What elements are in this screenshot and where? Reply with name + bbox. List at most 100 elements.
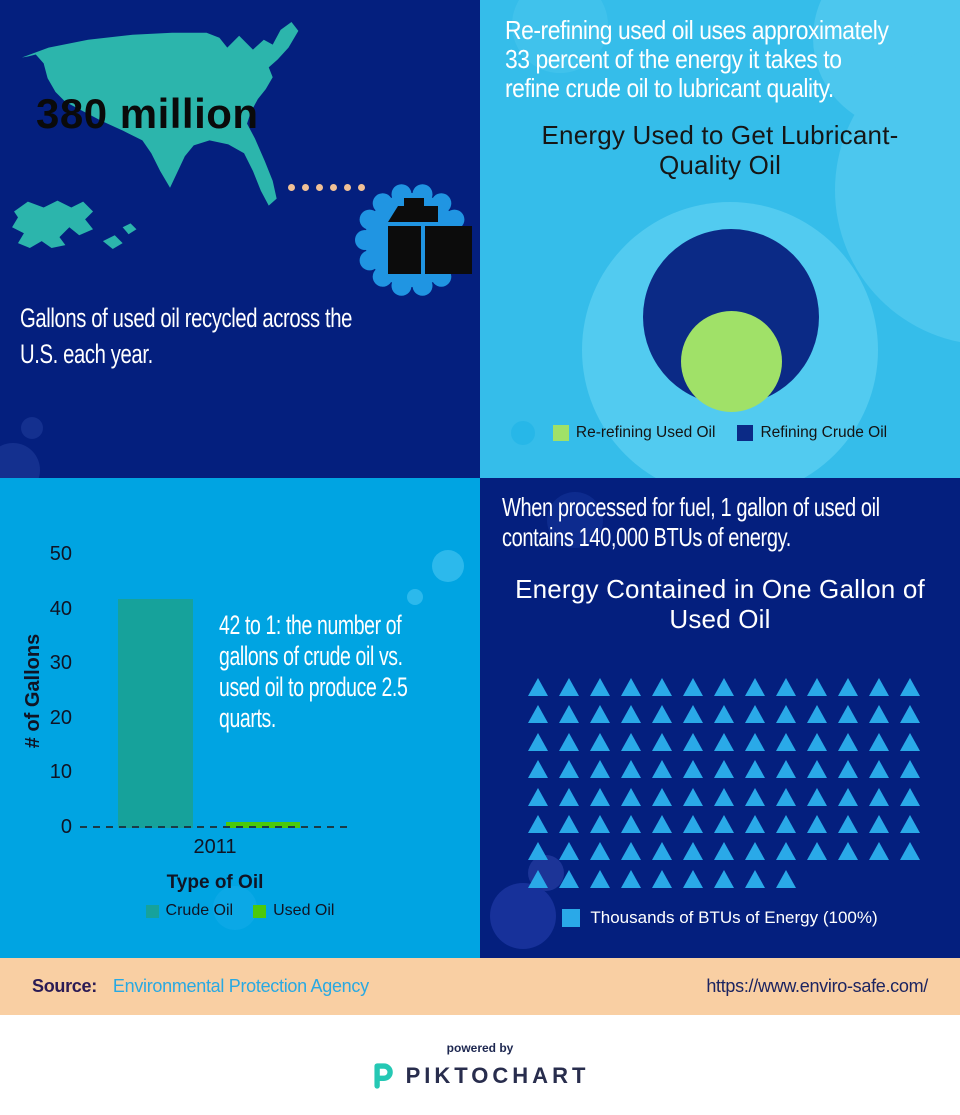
triangle-icon [869,815,889,833]
lubricant-paragraph: Re-refining used oil uses approximately … [505,15,889,103]
piktochart-logo[interactable]: PIKTOCHART [371,1060,590,1092]
oil-drum-icon [388,198,472,274]
triangle-icon [869,705,889,724]
pictograph-legend: Thousands of BTUs of Energy (100%) [480,908,960,928]
triangle-icon [559,705,579,724]
triangle-icon [838,705,858,724]
triangle-icon [683,678,703,696]
legend-swatch-green [552,425,569,441]
dotted-line-dot [344,184,351,191]
btu-paragraph: When processed for fuel, 1 gallon of use… [502,492,880,552]
triangle-icon [838,815,858,833]
legend-label: Thousands of BTUs of Energy (100%) [590,908,878,927]
triangle-icon [838,842,858,861]
legend-swatch-blue [562,909,581,927]
triangle-icon [776,705,796,724]
triangle-icon [900,787,920,806]
venn-circle-used [680,311,782,412]
bar-crude-oil [118,599,193,828]
source-link-epa[interactable]: Environmental Protection Agency [112,976,369,996]
x-axis-title: Type of Oil [166,872,264,893]
triangle-icon [838,678,858,696]
y-tick-label: 30 [49,652,72,675]
triangle-icon [621,705,641,724]
triangle-icon [900,732,920,751]
triangle-icon [528,760,548,779]
triangle-icon [900,815,920,833]
triangle-icon [776,678,796,696]
triangle-icon [590,732,610,751]
triangle-icon [528,678,548,696]
triangle-icon [745,678,765,696]
triangle-icon [528,842,548,861]
triangle-icon [683,760,703,779]
triangle-icon [559,787,579,806]
decor-circle [0,443,40,480]
legend-label: Crude Oil [165,902,234,919]
triangle-icon [559,869,579,888]
triangle-icon [776,732,796,751]
x-tick-2011: 2011 [193,836,237,858]
legend-swatch-navy [737,425,754,441]
triangle-icon [714,869,734,888]
y-tick-label: 0 [60,816,72,838]
panel-btu-pictograph: When processed for fuel, 1 gallon of use… [480,478,960,958]
triangle-icon [838,732,858,751]
triangle-icon [590,842,610,861]
lubricant-title: Energy Used to Get Lubricant- Quality Oi… [541,120,899,180]
source-label: Source: [32,976,97,996]
piktochart-wordmark: PIKTOCHART [405,1063,590,1088]
triangle-icon [528,815,548,833]
stat-380-million: 380 million [36,90,259,137]
triangle-icon [900,705,920,724]
legend-label: Used Oil [273,902,335,919]
y-tick-label: 40 [49,597,72,620]
triangle-icon [559,678,579,696]
triangle-icon [714,760,734,779]
source-bar: Source: Environmental Protection Agency … [0,958,960,1015]
piktochart-logo-icon [374,1063,393,1089]
ratio-stat-text: 42 to 1: the number of gallons of crude … [219,610,408,733]
triangle-icon [776,815,796,833]
triangle-icon [559,760,579,779]
legend-item: Re-refining Used Oil [552,424,715,442]
decor-circle [490,883,556,949]
triangle-icon [714,815,734,833]
decor-circle [432,550,464,582]
triangle-icon [745,732,765,751]
gear-icon [355,184,472,296]
triangle-icon [590,705,610,724]
dotted-line-dot [316,184,323,191]
triangle-icon [621,732,641,751]
triangle-icon [776,760,796,779]
decor-circle [21,417,43,439]
triangle-icon [528,869,548,888]
triangle-icon [807,732,827,751]
triangle-icon [807,815,827,833]
triangle-icon [528,787,548,806]
triangle-icon [652,842,672,861]
decor-circle [213,886,257,930]
zero-baseline [80,826,348,828]
panel-energy-lubricant: Re-refining used oil uses approximately … [480,0,960,480]
triangle-icon [745,760,765,779]
triangle-icon [714,678,734,696]
legend-swatch-green [253,904,267,918]
triangle-icon [869,732,889,751]
panel-bar-chart: 0 10 20 30 40 50 # of Gallons 2011 Type of Oi… [0,478,480,958]
triangle-icon [652,760,672,779]
dotted-line-dot [302,184,309,191]
branding-area: powered by PIKTOCHART [0,1015,960,1115]
triangle-icon [807,842,827,861]
triangle-icon [652,705,672,724]
triangle-icon [683,705,703,724]
triangle-icon [807,760,827,779]
triangle-icon [776,787,796,806]
triangle-icon [683,787,703,806]
triangle-icon [621,842,641,861]
triangle-icon [590,787,610,806]
triangle-icon [776,869,796,888]
triangle-icon [559,815,579,833]
powered-by-label: powered by [446,1041,514,1055]
source-url: https://www.enviro-safe.com/ [706,976,928,996]
